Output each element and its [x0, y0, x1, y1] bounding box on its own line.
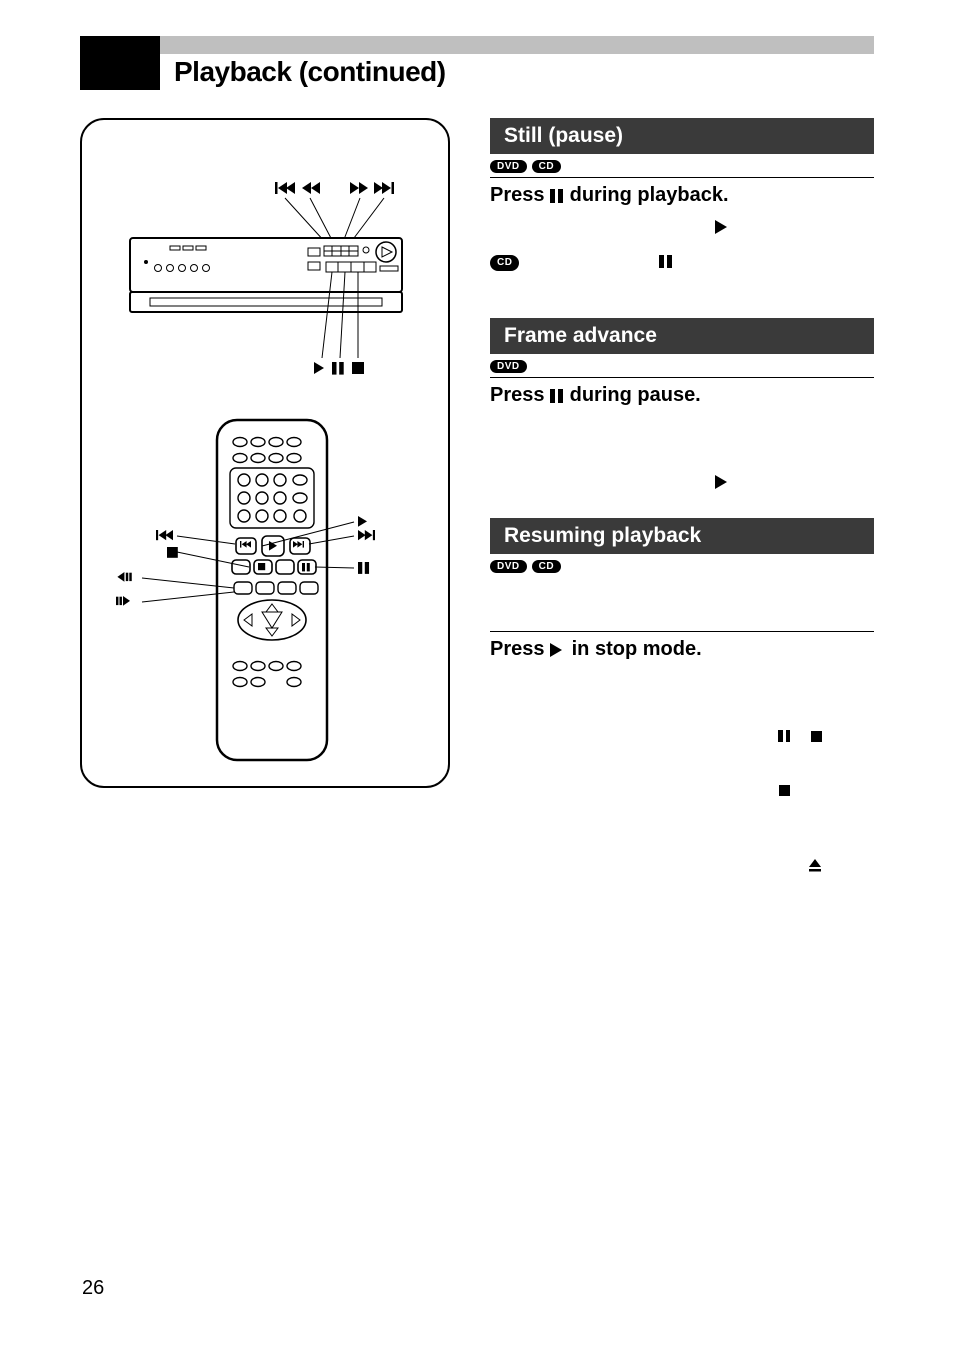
badge-row: DVD [490, 360, 874, 373]
t: Each time you press [523, 253, 658, 269]
stop-icon [779, 785, 790, 796]
t: To resume normal playback, press [490, 473, 715, 489]
cd-badge: CD [532, 160, 561, 173]
instr-post: during playback. [564, 184, 728, 206]
t: • To start playback from the beginning, … [490, 783, 779, 799]
section-resuming-playback: Resuming playback DVD CD When playback i… [490, 518, 874, 951]
instr-pre: Press [490, 384, 550, 406]
badge-row: DVD CD [490, 560, 874, 573]
page-title: Playback (continued) [174, 56, 446, 88]
eject-icon [809, 859, 821, 872]
resume-note: To resume normal playback, press . [490, 471, 874, 491]
section-header: Still (pause) [490, 118, 874, 154]
note-4: • According to the some disc, the resume… [490, 910, 874, 951]
note-3: • Also, the resume feature will be cance… [490, 855, 874, 896]
instr-pre: Press [490, 638, 550, 660]
dvd-player-illustration [110, 170, 420, 380]
t: • Also, the resume feature will be cance… [490, 857, 809, 873]
header-black-block [80, 36, 160, 90]
pause-icon [659, 255, 672, 268]
t: . [729, 219, 733, 235]
section-still-pause: Still (pause) DVD CD Press during playba… [490, 118, 874, 292]
instr-post: in stop mode. [566, 638, 702, 660]
controls-diagram [80, 118, 450, 788]
stop-icon [811, 731, 822, 742]
header-bar: Playback (continued) [80, 36, 874, 90]
t: To resume normal playback, press [490, 219, 715, 235]
divider [490, 377, 874, 378]
instruction: Press during pause. [490, 384, 874, 407]
note-2: • To start playback from the beginning, … [490, 781, 874, 842]
section-header: Resuming playback [490, 518, 874, 554]
t: or [790, 728, 811, 744]
section-frame-advance: Frame advance DVD Press during pause. Ea… [490, 318, 874, 492]
note-1: • The resume feature is activated only w… [490, 726, 874, 767]
cd-note: CD Each time you press , playback is pau… [490, 251, 874, 292]
t: . [729, 473, 733, 489]
divider [490, 177, 874, 178]
play-icon [715, 475, 729, 489]
cd-badge: CD [532, 560, 561, 573]
play-icon [715, 220, 729, 234]
pause-icon [550, 189, 564, 203]
page-number: 26 [82, 1277, 104, 1300]
cd-badge: CD [490, 255, 519, 271]
t: • The resume feature is activated only w… [490, 728, 778, 744]
instr-post: during pause. [564, 384, 701, 406]
resume-desc: The unit resumes playback from the point… [490, 671, 874, 712]
pause-icon [778, 730, 790, 742]
resume-note: To resume normal playback, press . [490, 217, 874, 237]
dvd-badge: DVD [490, 360, 527, 373]
play-icon [550, 643, 566, 657]
dvd-badge: DVD [490, 560, 527, 573]
remote-illustration [102, 410, 432, 770]
instruction: Press in stop mode. [490, 638, 874, 661]
t: stopped disc. [490, 748, 575, 764]
pause-icon [550, 389, 564, 403]
dvd-badge: DVD [490, 160, 527, 173]
section-header: Frame advance [490, 318, 874, 354]
badge-row: DVD CD [490, 160, 874, 173]
instr-pre: Press [490, 184, 550, 206]
divider [490, 631, 874, 632]
frame-note: Each time you press the button, the pict… [490, 417, 874, 458]
instruction: Press during playback. [490, 184, 874, 207]
lead-text: When playback is stopped, the unit memor… [490, 577, 874, 618]
header-gray-stripe [160, 36, 874, 54]
